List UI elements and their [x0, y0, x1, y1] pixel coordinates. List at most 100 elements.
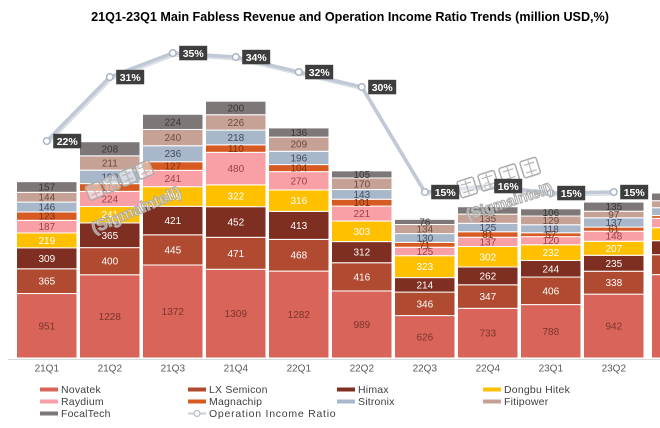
svg-text:Fitipower: Fitipower: [504, 396, 549, 408]
svg-text:224: 224: [101, 194, 118, 205]
svg-text:22Q4: 22Q4: [476, 364, 501, 375]
svg-text:97: 97: [608, 210, 620, 221]
svg-text:1282: 1282: [288, 310, 311, 321]
svg-text:224: 224: [164, 117, 181, 128]
svg-text:232: 232: [542, 248, 559, 259]
svg-text:323: 323: [416, 262, 433, 273]
svg-text:196: 196: [290, 153, 307, 164]
svg-text:137: 137: [479, 237, 496, 248]
svg-text:71: 71: [419, 240, 431, 251]
svg-text:951: 951: [38, 321, 55, 332]
svg-text:135: 135: [479, 214, 496, 225]
svg-text:Dongbu Hitek: Dongbu Hitek: [504, 384, 571, 396]
svg-text:733: 733: [479, 329, 496, 340]
svg-text:471: 471: [227, 249, 244, 260]
svg-text:125: 125: [416, 247, 433, 258]
svg-text:214: 214: [416, 280, 433, 291]
svg-text:338: 338: [605, 278, 622, 289]
svg-text:452: 452: [227, 218, 244, 229]
svg-text:400: 400: [101, 257, 118, 268]
svg-text:347: 347: [479, 292, 496, 303]
svg-text:15%: 15%: [624, 187, 646, 199]
svg-text:22Q3: 22Q3: [413, 364, 438, 375]
svg-text:21Q2: 21Q2: [98, 364, 123, 375]
svg-text:106: 106: [542, 208, 559, 219]
svg-text:104: 104: [290, 164, 307, 175]
svg-text:Sitronix: Sitronix: [358, 396, 395, 408]
svg-text:22Q1: 22Q1: [287, 364, 312, 375]
svg-text:110: 110: [228, 144, 244, 155]
svg-text:240: 240: [164, 133, 181, 144]
svg-text:134: 134: [416, 225, 433, 236]
svg-text:15%: 15%: [435, 187, 457, 199]
svg-text:30%: 30%: [372, 82, 394, 94]
svg-text:211: 211: [102, 158, 118, 169]
svg-text:346: 346: [416, 299, 433, 310]
svg-text:170: 170: [353, 179, 370, 190]
svg-text:309: 309: [38, 254, 55, 265]
svg-text:125: 125: [479, 223, 496, 234]
svg-text:209: 209: [290, 140, 307, 151]
svg-text:316: 316: [290, 196, 307, 207]
svg-text:LX Semicon: LX Semicon: [209, 384, 268, 396]
svg-text:109: 109: [479, 206, 496, 217]
svg-text:1228: 1228: [99, 312, 122, 323]
svg-text:365: 365: [38, 277, 55, 288]
svg-text:120: 120: [542, 236, 559, 247]
svg-text:289: 289: [164, 192, 181, 203]
svg-text:221: 221: [353, 209, 370, 220]
svg-text:480: 480: [227, 164, 244, 175]
svg-text:118: 118: [543, 224, 559, 235]
svg-text:241: 241: [164, 174, 181, 185]
svg-text:135: 135: [605, 202, 622, 213]
svg-text:21Q1: 21Q1: [35, 364, 60, 375]
svg-text:302: 302: [479, 252, 496, 263]
svg-text:416: 416: [353, 272, 370, 283]
svg-text:241: 241: [101, 210, 118, 221]
svg-text:1372: 1372: [162, 307, 185, 318]
svg-text:130: 130: [416, 234, 433, 245]
svg-text:23Q2: 23Q2: [602, 364, 627, 375]
svg-text:136: 136: [290, 128, 307, 139]
svg-text:61: 61: [608, 225, 620, 236]
svg-text:468: 468: [290, 251, 307, 262]
svg-text:22%: 22%: [57, 136, 79, 148]
svg-text:218: 218: [227, 133, 244, 144]
svg-text:21Q3: 21Q3: [161, 364, 186, 375]
svg-text:989: 989: [353, 320, 370, 331]
svg-text:788: 788: [542, 327, 559, 338]
svg-text:101: 101: [353, 198, 370, 209]
svg-text:129: 129: [542, 216, 559, 227]
svg-text:421: 421: [164, 216, 181, 227]
svg-text:235: 235: [605, 259, 622, 270]
svg-text:FocalTech: FocalTech: [61, 408, 111, 420]
svg-text:35%: 35%: [183, 48, 205, 60]
svg-text:365: 365: [101, 231, 118, 242]
svg-text:262: 262: [479, 271, 496, 282]
svg-text:Magnachip: Magnachip: [209, 396, 262, 408]
svg-text:226: 226: [227, 118, 244, 129]
svg-text:105: 105: [353, 170, 370, 181]
svg-text:16%: 16%: [498, 181, 520, 193]
svg-text:21Q4: 21Q4: [224, 364, 249, 375]
svg-text:Himax: Himax: [358, 384, 389, 396]
svg-text:626: 626: [416, 332, 433, 343]
svg-text:Raydium: Raydium: [61, 396, 104, 408]
svg-text:57: 57: [545, 230, 557, 241]
svg-text:236: 236: [164, 149, 181, 160]
svg-text:144: 144: [38, 193, 55, 204]
svg-text:148: 148: [605, 232, 622, 243]
svg-text:157: 157: [38, 182, 55, 193]
svg-text:22Q2: 22Q2: [350, 364, 375, 375]
svg-text:413: 413: [290, 221, 307, 232]
svg-text:445: 445: [164, 245, 181, 256]
svg-text:81: 81: [482, 230, 494, 241]
svg-text:Novatek: Novatek: [61, 384, 101, 396]
svg-text:187: 187: [38, 222, 55, 233]
svg-text:244: 244: [542, 264, 559, 275]
svg-text:1309: 1309: [225, 309, 248, 320]
svg-text:200: 200: [227, 103, 244, 114]
svg-text:15%: 15%: [561, 188, 583, 200]
svg-text:Operation Income Ratio: Operation Income Ratio: [209, 408, 336, 420]
svg-text:137: 137: [605, 218, 622, 229]
